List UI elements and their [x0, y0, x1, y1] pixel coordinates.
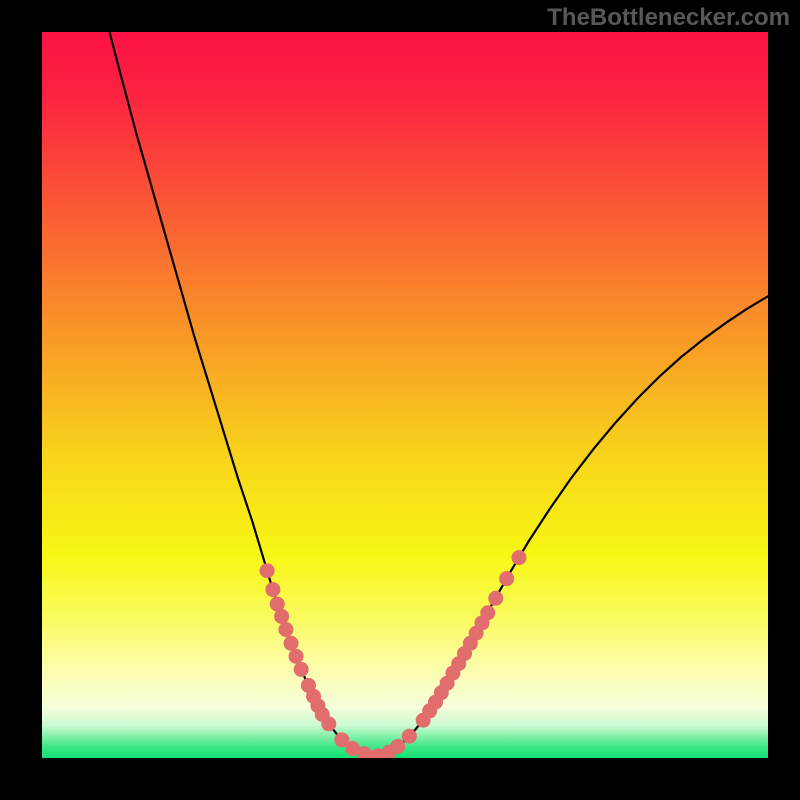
plot-area [42, 32, 768, 758]
watermark-text: TheBottlenecker.com [547, 4, 790, 32]
data-marker [488, 591, 503, 606]
chart-svg [42, 32, 768, 758]
data-marker [499, 571, 514, 586]
data-marker [402, 729, 417, 744]
data-marker [390, 739, 405, 754]
data-marker [289, 649, 304, 664]
gradient-background [42, 32, 768, 758]
data-marker [274, 609, 289, 624]
data-marker [321, 716, 336, 731]
data-marker [260, 563, 275, 578]
data-marker [278, 622, 293, 637]
chart-container: TheBottlenecker.com [0, 0, 800, 800]
data-marker [480, 605, 495, 620]
data-marker [511, 550, 526, 565]
data-marker [294, 662, 309, 677]
data-marker [265, 582, 280, 597]
data-marker [284, 636, 299, 651]
